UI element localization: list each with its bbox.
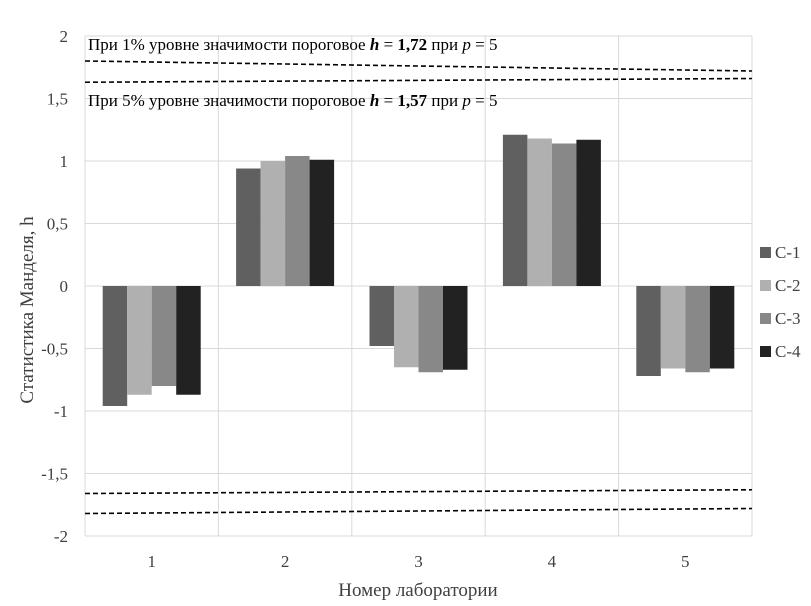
x-tick-label: 1	[147, 552, 156, 571]
threshold-lines	[84, 60, 753, 515]
y-tick-label: -1	[54, 402, 68, 421]
legend: С-1 С-2 С-3 С-4	[760, 243, 801, 361]
y-tick-label: -2	[54, 527, 68, 546]
legend-swatch	[760, 247, 771, 258]
legend-swatch	[760, 280, 771, 291]
legend-label: С-2	[775, 276, 801, 295]
bar	[551, 143, 577, 286]
x-tick-label: 3	[414, 552, 423, 571]
y-tick-label: -1,5	[41, 465, 68, 484]
annotation-1-percent: При 1% уровне значимости пороговое h = 1…	[88, 35, 497, 54]
bar	[260, 161, 286, 286]
bar	[418, 286, 443, 373]
bar	[309, 159, 335, 286]
bar	[369, 286, 394, 346]
bar	[236, 168, 261, 286]
bar	[285, 156, 310, 286]
bar	[127, 286, 152, 395]
y-tick-labels: 2 1,5 1 0,5 0 -0,5 -1 -1,5 -2	[41, 27, 68, 546]
bar	[176, 286, 201, 395]
bar	[576, 139, 601, 286]
legend-label: С-3	[775, 309, 801, 328]
y-axis-title: Статистика Манделя, h	[17, 216, 38, 404]
x-tick-labels: 1 2 3 4 5	[147, 552, 689, 571]
x-tick-label: 4	[548, 552, 557, 571]
x-axis-title: Номер лаборатории	[338, 580, 497, 601]
y-tick-label: 0	[60, 277, 69, 296]
y-tick-label: 1,5	[47, 90, 68, 109]
bar	[709, 286, 735, 369]
threshold-line	[84, 488, 753, 495]
bar	[394, 286, 419, 368]
bar	[502, 134, 528, 286]
threshold-line	[84, 60, 753, 72]
bar	[685, 286, 710, 373]
legend-label: С-4	[775, 342, 801, 361]
legend-swatch	[760, 313, 771, 324]
bar	[443, 286, 468, 370]
bars	[102, 134, 735, 406]
bar	[527, 138, 552, 286]
bar	[660, 286, 686, 369]
legend-swatch	[760, 346, 771, 357]
y-tick-label: 1	[60, 152, 69, 171]
annotation-5-percent: При 5% уровне значимости пороговое h = 1…	[88, 91, 497, 110]
x-tick-label: 2	[281, 552, 290, 571]
bar	[102, 286, 128, 406]
y-tick-label: 0,5	[47, 215, 68, 234]
legend-label: С-1	[775, 243, 801, 262]
threshold-line	[84, 507, 753, 515]
x-tick-label: 5	[681, 552, 690, 571]
bar	[151, 286, 177, 386]
threshold-line	[84, 77, 753, 84]
bar	[636, 286, 661, 376]
y-tick-label: 2	[60, 27, 69, 46]
y-tick-label: -0,5	[41, 340, 68, 359]
